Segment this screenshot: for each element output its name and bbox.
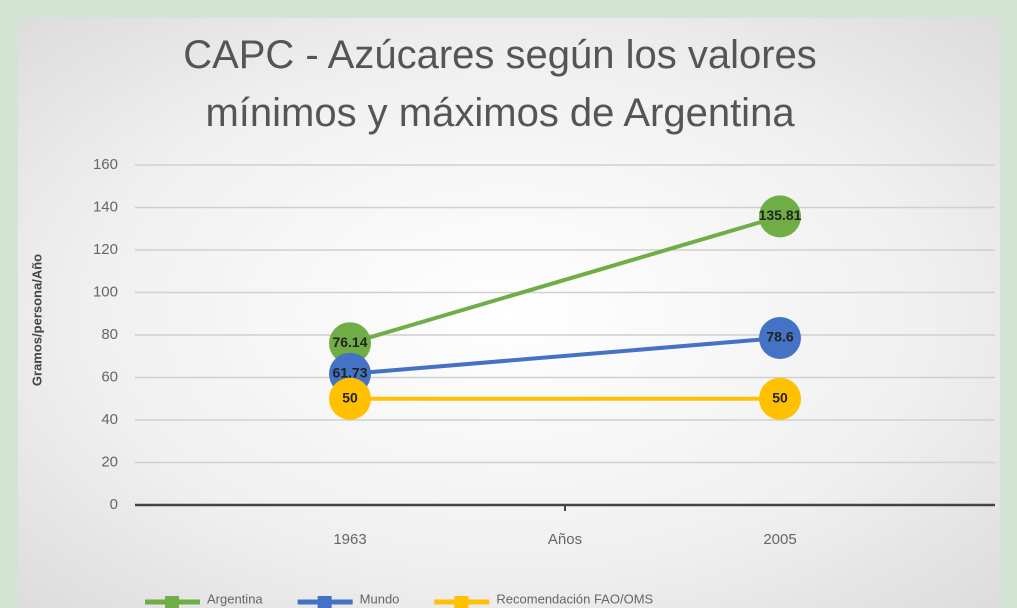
y-tick-label: 140 xyxy=(93,198,118,215)
legend-marker xyxy=(317,596,332,608)
y-tick-label: 40 xyxy=(101,411,118,428)
data-label: 78.6 xyxy=(766,329,793,345)
y-tick-label: 120 xyxy=(93,241,118,258)
legend-label: Argentina xyxy=(207,591,263,606)
y-tick-label: 80 xyxy=(101,326,118,343)
legend-label: Mundo xyxy=(360,591,400,606)
point-marker xyxy=(759,195,801,238)
series-line xyxy=(349,214,781,346)
point-marker xyxy=(329,377,371,420)
data-label: 50 xyxy=(342,389,358,405)
series-line xyxy=(349,335,781,376)
point-marker xyxy=(329,322,371,365)
point-marker xyxy=(759,316,801,359)
chart-title: CAPC - Azúcares según los valores mínimo… xyxy=(183,33,817,135)
data-label: 50 xyxy=(772,389,788,405)
y-tick-label: 0 xyxy=(110,496,118,513)
data-label: 61.73 xyxy=(332,365,367,381)
legend-marker xyxy=(454,596,469,608)
y-tick-label: 100 xyxy=(93,283,118,300)
point-marker xyxy=(759,377,801,420)
y-tick-label: 160 xyxy=(93,156,118,173)
legend-marker xyxy=(165,596,179,608)
x-tick-label: 2005 xyxy=(763,531,796,548)
x-axis-label: Años xyxy=(548,531,582,548)
y-tick-label: 20 xyxy=(101,453,118,470)
y-tick-label: 60 xyxy=(101,368,118,385)
legend-label: Recomendación FAO/OMS xyxy=(496,591,653,606)
y-axis-label: Gramos/persona/Año xyxy=(29,254,44,386)
data-label: 135.81 xyxy=(759,207,802,223)
x-tick-label: 1963 xyxy=(333,531,366,548)
chart-panel xyxy=(18,18,1000,608)
data-label: 76.14 xyxy=(332,334,367,350)
